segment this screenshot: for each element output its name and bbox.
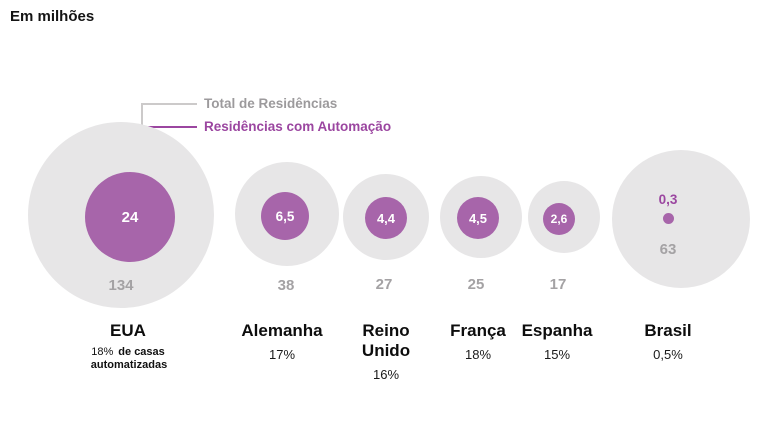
chart-title: Em milhões	[10, 8, 95, 25]
country-label-reino-unido: Reino Unido 16%	[316, 321, 456, 382]
automated-value-espanha: 2,6	[550, 212, 568, 226]
total-value-reino-unido: 27	[375, 276, 393, 293]
total-value-espanha: 17	[549, 276, 567, 293]
country-name-alemanha: Alemanha	[241, 321, 323, 340]
automated-value-franca: 4,5	[468, 210, 488, 226]
note-rest-eua: de casas	[118, 346, 165, 358]
legend-automation-callout-line	[142, 126, 197, 128]
country-name-espanha: Espanha	[521, 321, 593, 340]
automated-residences-circle-eua: 24	[85, 172, 175, 262]
total-value-franca: 25	[467, 276, 485, 293]
automated-value-alemanha: 6,5	[275, 208, 295, 224]
automated-residences-circle-alemanha: 6,5	[261, 192, 309, 240]
legend-automation-label: Residências com Automação	[204, 119, 392, 134]
automated-residences-circle-franca: 4,5	[457, 197, 499, 239]
note-line2-text-eua: automatizadas	[90, 359, 168, 371]
percent-alemanha: 17%	[268, 347, 296, 362]
country-label-espanha: Espanha 15%	[487, 321, 627, 362]
country-note-eua: 18% de casas automatizadas	[58, 346, 198, 372]
country-name-franca: França	[450, 321, 506, 340]
automated-residences-circle-reino-unido: 4,4	[365, 197, 407, 239]
automated-value-brasil: 0,3	[658, 192, 678, 207]
country-label-franca: França 18%	[408, 321, 548, 362]
note-line1-eua: 18% de casas	[58, 346, 198, 359]
automated-residences-circle-espanha: 2,6	[543, 203, 575, 235]
total-value-eua: 134	[108, 277, 134, 294]
country-name-eua: EUA	[110, 321, 146, 340]
country-label-eua: EUA 18% de casas automatizadas	[58, 321, 198, 372]
percent-franca: 18%	[464, 347, 492, 362]
note-line2-eua: automatizadas	[58, 359, 198, 372]
percent-reino-unido: 16%	[372, 367, 400, 382]
percent-brasil: 0,5%	[653, 347, 683, 362]
country-name-reino-unido: Reino Unido	[361, 321, 411, 360]
total-value-alemanha: 38	[277, 277, 295, 294]
total-residences-circle-brasil	[612, 150, 750, 288]
automated-value-eua: 24	[121, 208, 139, 226]
automated-value-reino-unido: 4,4	[376, 210, 396, 226]
country-name-brasil: Brasil	[644, 321, 692, 340]
total-value-brasil: 63	[659, 241, 677, 258]
legend-total-callout-line-vertical	[141, 103, 143, 125]
country-label-brasil: Brasil 0,5%	[598, 321, 738, 362]
legend-total-label: Total de Residências	[204, 96, 338, 111]
percent-eua: 18%	[91, 346, 114, 358]
automated-residences-dot-brasil	[663, 213, 674, 224]
percent-espanha: 15%	[543, 347, 571, 362]
legend-total-callout-line	[142, 103, 197, 105]
country-label-alemanha: Alemanha 17%	[212, 321, 352, 362]
